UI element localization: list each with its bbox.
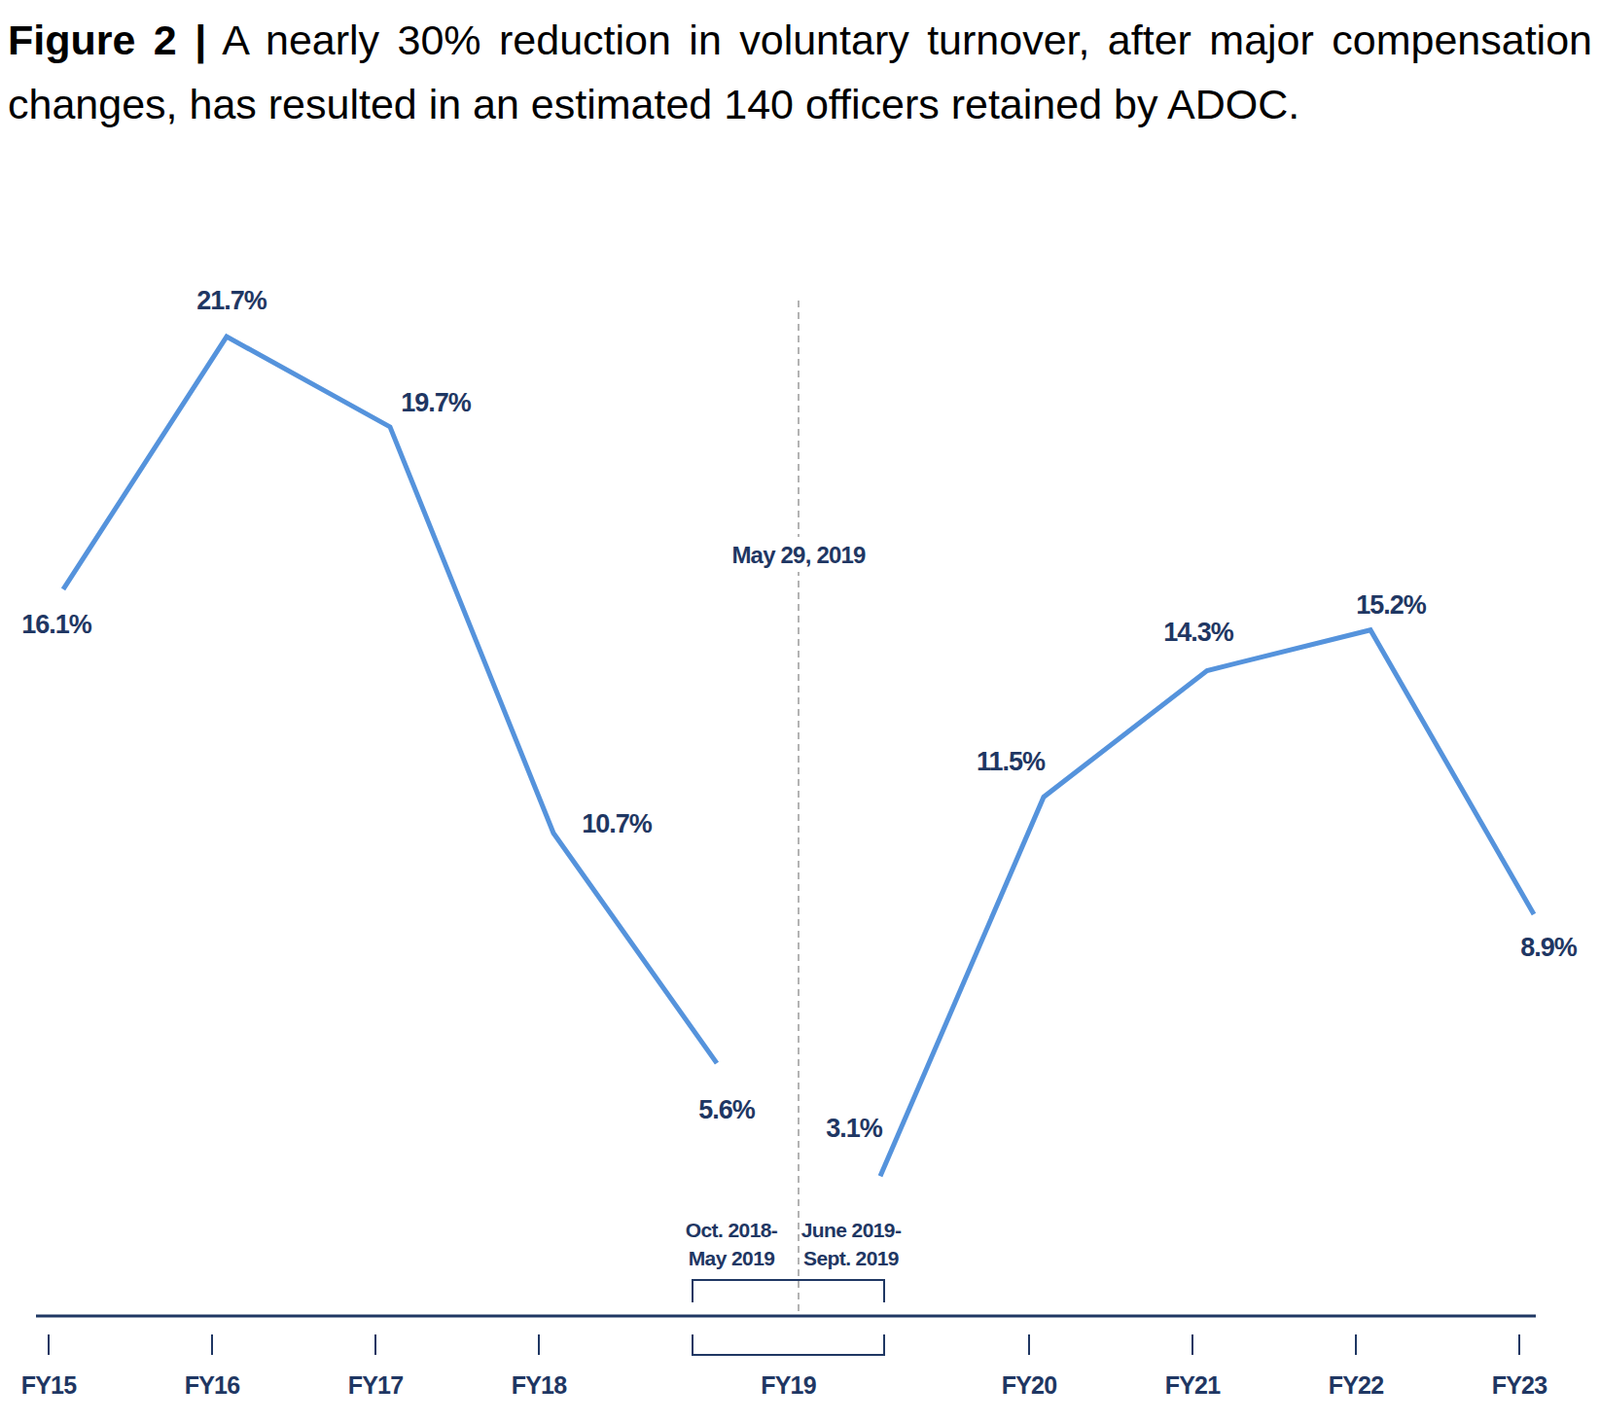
svg-text:FY20: FY20 <box>1001 1371 1058 1399</box>
svg-text:16.1%: 16.1% <box>21 609 93 640</box>
svg-text:FY17: FY17 <box>348 1371 404 1399</box>
svg-text:June 2019-: June 2019- <box>801 1218 902 1242</box>
svg-text:FY21: FY21 <box>1165 1371 1221 1399</box>
svg-text:10.7%: 10.7% <box>581 809 653 839</box>
svg-text:May 29, 2019: May 29, 2019 <box>731 541 866 569</box>
svg-text:5.6%: 5.6% <box>698 1095 756 1125</box>
svg-text:FY23: FY23 <box>1492 1371 1548 1399</box>
svg-text:FY22: FY22 <box>1328 1371 1385 1399</box>
svg-text:11.5%: 11.5% <box>976 746 1046 777</box>
svg-text:8.9%: 8.9% <box>1520 932 1578 962</box>
svg-text:21.7%: 21.7% <box>196 285 268 316</box>
svg-text:May 2019: May 2019 <box>688 1246 776 1270</box>
svg-text:14.3%: 14.3% <box>1163 617 1235 647</box>
svg-text:Oct. 2018-: Oct. 2018- <box>685 1218 779 1242</box>
svg-text:3.1%: 3.1% <box>825 1113 884 1143</box>
svg-text:19.7%: 19.7% <box>400 388 472 418</box>
svg-text:FY16: FY16 <box>184 1371 241 1399</box>
svg-text:Sept. 2019: Sept. 2019 <box>803 1246 899 1270</box>
svg-text:FY19: FY19 <box>760 1371 817 1399</box>
svg-text:FY15: FY15 <box>21 1371 77 1399</box>
svg-text:15.2%: 15.2% <box>1355 590 1427 620</box>
html-text:Figure 2 | A nearly 30% reduct: Figure 2 | A nearly 30% reduction in vol… <box>7 16 1593 128</box>
svg-text:FY18: FY18 <box>511 1371 568 1399</box>
